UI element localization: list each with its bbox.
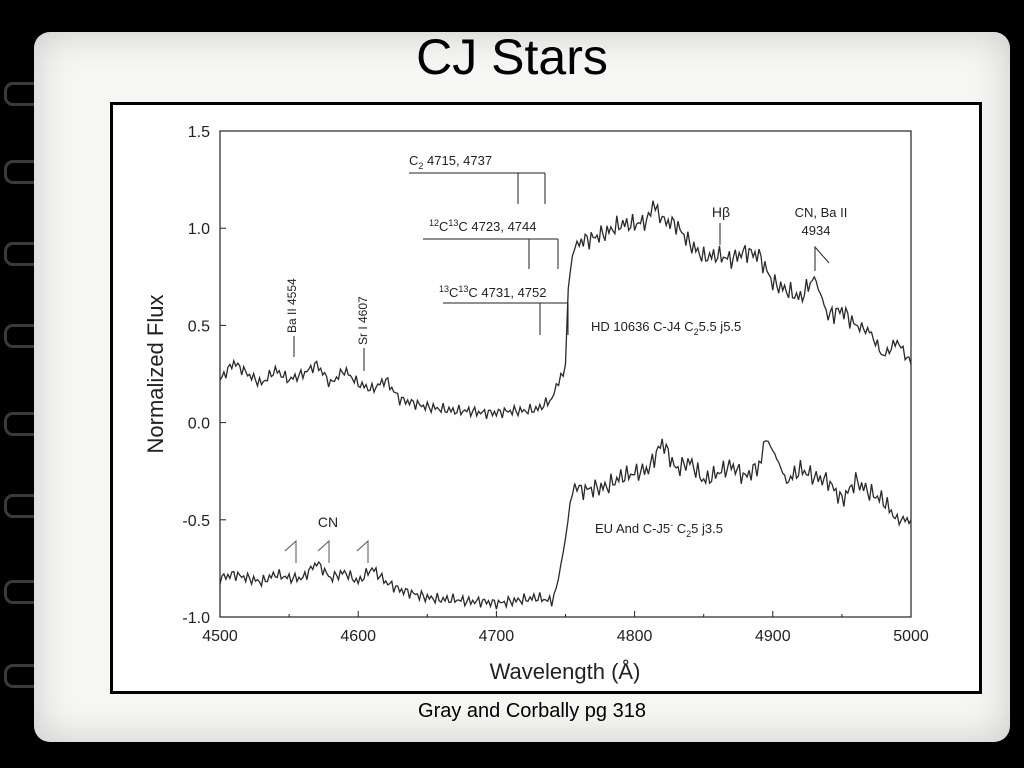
svg-text:Ba II 4554: Ba II 4554 [285,278,299,333]
x-tick-label: 4700 [479,628,515,645]
y-tick-label: 0.0 [188,416,210,433]
annotation-12c13c: 12C13C 4723, 4744 [423,218,559,269]
y-axis-label: Normalized Flux [143,295,168,454]
y-tick-label: 1.0 [188,221,210,238]
svg-text:12C13C 4723, 4744: 12C13C 4723, 4744 [429,218,537,234]
x-tick-label: 4500 [202,628,238,645]
series-line-eu-and [219,438,912,610]
annotation-13c13c: 13C13C 4731, 4752 [439,284,569,335]
annotation-ba-ii: Ba II 4554 [285,278,299,357]
y-tick-label: 0.5 [188,318,210,335]
series-label-hd10636: HD 10636 C-J4 C25.5 j5.5 [591,319,741,337]
series-label-eu-and: EU And C-J5- C25 j3.5 [595,520,723,539]
svg-text:CN: CN [318,514,338,530]
y-tick-label: -0.5 [182,513,210,530]
x-tick-label: 4800 [617,628,653,645]
series-line-hd10636 [219,200,912,420]
svg-text:13C13C 4731, 4752: 13C13C 4731, 4752 [439,284,547,300]
x-tick-label: 4900 [755,628,791,645]
spectrum-chart: 4500 4600 4700 4800 4900 5000 1.5 1.0 0.5 0.0 -0.… [143,124,929,684]
svg-text:CN, Ba II: CN, Ba II [795,205,848,220]
annotation-hbeta: Hβ [712,204,730,245]
x-axis-label: Wavelength (Å) [490,659,641,684]
annotation-cn-ba: CN, Ba II 4934 [795,205,848,271]
figure-frame: 4500 4600 4700 4800 4900 5000 1.5 1.0 0.5 0.0 -0.… [110,102,982,694]
svg-text:4934: 4934 [802,223,831,238]
svg-text:Sr I 4607: Sr I 4607 [356,296,370,345]
annotation-c2: C2 4715, 4737 [409,153,546,204]
svg-text:C2 4715, 4737: C2 4715, 4737 [409,153,492,171]
y-tick-label: -1.0 [182,610,210,627]
x-tick-label: 4600 [340,628,376,645]
svg-text:Hβ: Hβ [712,204,730,220]
annotation-sr-i: Sr I 4607 [356,296,370,371]
figure-caption: Gray and Corbally pg 318 [418,700,646,722]
y-tick-label: 1.5 [188,124,210,141]
x-tick-label: 5000 [893,628,929,645]
slide-title: CJ Stars [416,29,608,85]
annotation-cn: CN [284,514,369,563]
